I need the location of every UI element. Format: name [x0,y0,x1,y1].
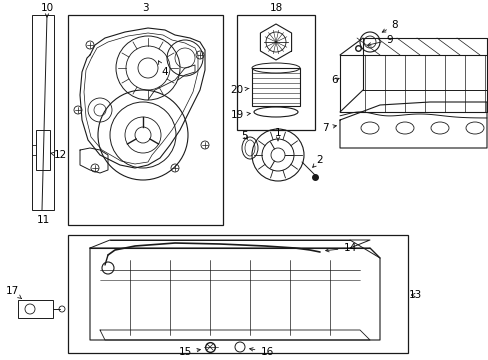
Bar [68,15,223,225]
Text: 16: 16 [249,347,273,357]
Bar [251,68,299,106]
Text: 14: 14 [325,243,356,253]
Text: 20: 20 [230,85,248,95]
Text: 9: 9 [367,35,392,46]
Bar [237,15,314,130]
Text: 3: 3 [142,3,148,13]
Text: 11: 11 [36,215,49,225]
Text: 1: 1 [274,128,281,141]
Text: 5: 5 [241,131,248,141]
Text: 6: 6 [331,75,339,85]
Text: 4: 4 [158,61,168,77]
Text: 8: 8 [382,20,398,32]
Text: 17: 17 [5,286,21,298]
Bar [18,300,53,318]
Text: 18: 18 [269,3,282,13]
Text: 12: 12 [50,150,66,160]
Bar [32,15,54,210]
Bar [36,130,50,170]
Text: 7: 7 [321,123,336,133]
Text: 19: 19 [230,110,250,120]
Text: 15: 15 [178,347,200,357]
Text: 13: 13 [407,290,421,300]
Bar [68,235,407,353]
Text: 10: 10 [41,3,54,17]
Text: 2: 2 [312,155,323,167]
